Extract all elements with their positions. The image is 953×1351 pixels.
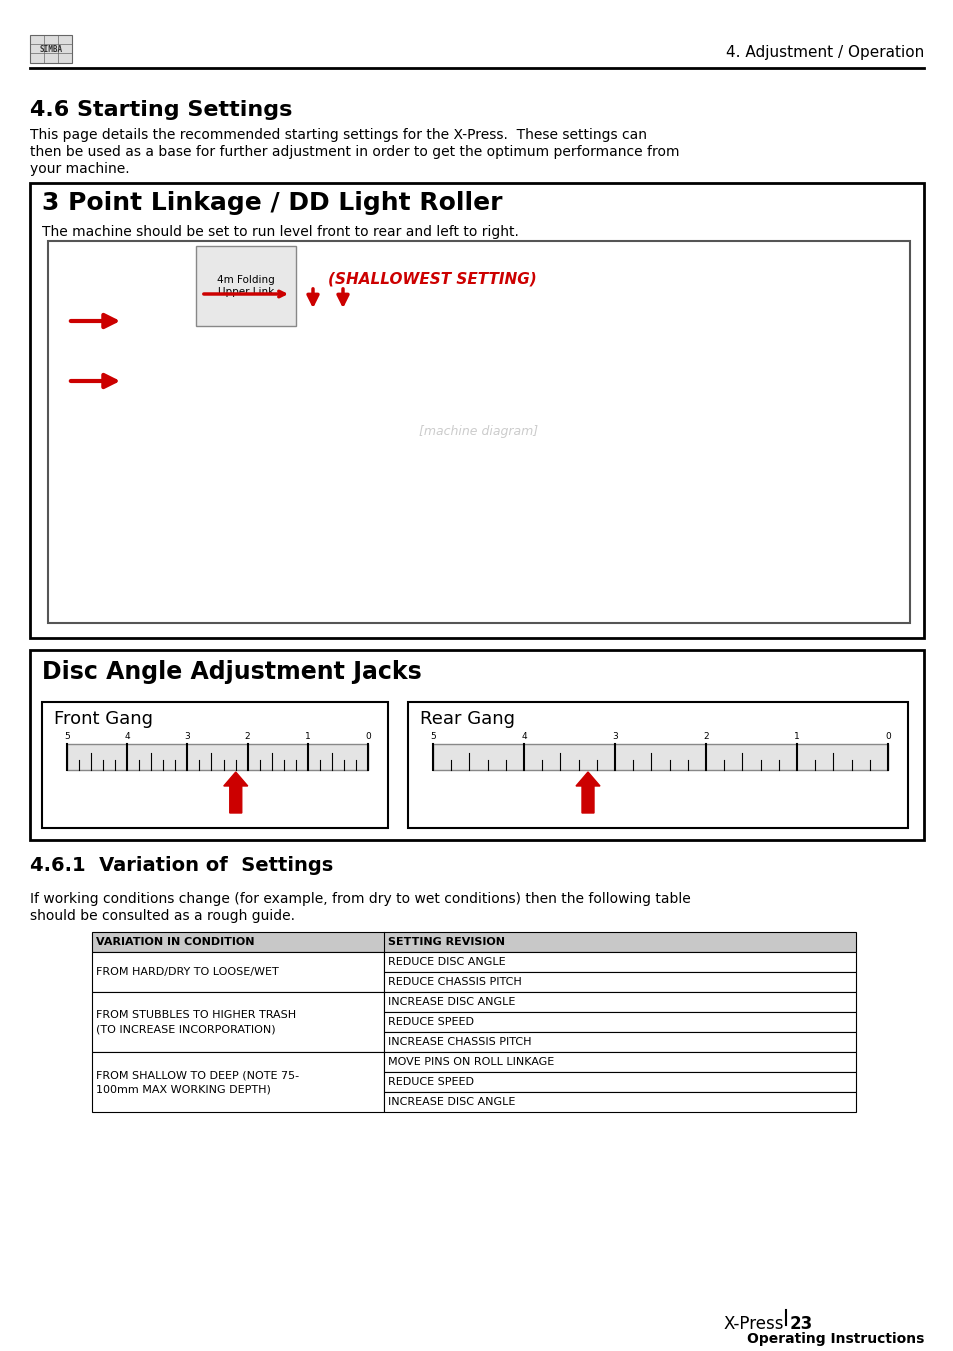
Text: 4: 4 xyxy=(124,732,130,740)
Text: VARIATION IN CONDITION: VARIATION IN CONDITION xyxy=(96,938,254,947)
Text: SETTING REVISION: SETTING REVISION xyxy=(388,938,504,947)
Bar xyxy=(195,246,295,326)
Bar xyxy=(91,992,384,1052)
Text: (SHALLOWEST SETTING): (SHALLOWEST SETTING) xyxy=(328,272,537,286)
Bar xyxy=(384,992,855,1012)
Text: 1: 1 xyxy=(305,732,311,740)
Bar xyxy=(30,182,923,638)
Text: FROM SHALLOW TO DEEP (NOTE 75-: FROM SHALLOW TO DEEP (NOTE 75- xyxy=(96,1070,299,1079)
Bar xyxy=(48,240,909,623)
Text: 4: 4 xyxy=(520,732,526,740)
Text: REDUCE DISC ANGLE: REDUCE DISC ANGLE xyxy=(388,957,505,967)
Text: REDUCE SPEED: REDUCE SPEED xyxy=(388,1077,474,1088)
Text: This page details the recommended starting settings for the X-Press.  These sett: This page details the recommended starti… xyxy=(30,128,646,142)
Text: [machine diagram]: [machine diagram] xyxy=(419,426,538,439)
FancyArrow shape xyxy=(576,771,599,813)
Text: INCREASE DISC ANGLE: INCREASE DISC ANGLE xyxy=(388,997,515,1006)
Bar xyxy=(91,932,855,952)
Text: Front Gang: Front Gang xyxy=(54,711,152,728)
Bar xyxy=(91,952,384,992)
Text: REDUCE SPEED: REDUCE SPEED xyxy=(388,1017,474,1027)
Text: Operating Instructions: Operating Instructions xyxy=(746,1332,923,1346)
Text: 4.6.1  Variation of  Settings: 4.6.1 Variation of Settings xyxy=(30,857,333,875)
Text: REDUCE CHASSIS PITCH: REDUCE CHASSIS PITCH xyxy=(388,977,521,988)
Bar xyxy=(384,1092,855,1112)
Text: your machine.: your machine. xyxy=(30,162,130,176)
Text: should be consulted as a rough guide.: should be consulted as a rough guide. xyxy=(30,909,294,923)
Text: 3 Point Linkage / DD Light Roller: 3 Point Linkage / DD Light Roller xyxy=(42,190,502,215)
Text: 2: 2 xyxy=(702,732,708,740)
FancyArrow shape xyxy=(224,771,248,813)
Bar xyxy=(42,703,388,828)
Text: Rear Gang: Rear Gang xyxy=(419,711,515,728)
Bar xyxy=(408,703,907,828)
Text: 3: 3 xyxy=(184,732,190,740)
Bar xyxy=(433,744,887,770)
Bar xyxy=(384,971,855,992)
Text: 4.6 Starting Settings: 4.6 Starting Settings xyxy=(30,100,292,120)
Bar xyxy=(384,1071,855,1092)
Text: 4m Folding
Upper Link: 4m Folding Upper Link xyxy=(217,276,274,297)
Bar xyxy=(384,1012,855,1032)
Text: 5: 5 xyxy=(430,732,436,740)
Bar xyxy=(67,744,368,770)
Bar xyxy=(30,35,71,63)
Text: INCREASE CHASSIS PITCH: INCREASE CHASSIS PITCH xyxy=(388,1038,531,1047)
Text: 0: 0 xyxy=(365,732,371,740)
Text: X-Press: X-Press xyxy=(722,1315,783,1333)
Text: INCREASE DISC ANGLE: INCREASE DISC ANGLE xyxy=(388,1097,515,1106)
Bar xyxy=(384,1032,855,1052)
Text: 2: 2 xyxy=(245,732,250,740)
Text: 1: 1 xyxy=(793,732,799,740)
Bar xyxy=(384,1052,855,1071)
Text: (TO INCREASE INCORPORATION): (TO INCREASE INCORPORATION) xyxy=(96,1024,275,1034)
Text: 0: 0 xyxy=(884,732,890,740)
Text: FROM STUBBLES TO HIGHER TRASH: FROM STUBBLES TO HIGHER TRASH xyxy=(96,1011,295,1020)
Bar xyxy=(30,650,923,840)
Text: If working conditions change (for example, from dry to wet conditions) then the : If working conditions change (for exampl… xyxy=(30,892,690,907)
Text: 3: 3 xyxy=(612,732,618,740)
Text: 100mm MAX WORKING DEPTH): 100mm MAX WORKING DEPTH) xyxy=(96,1084,271,1094)
Text: FROM HARD/DRY TO LOOSE/WET: FROM HARD/DRY TO LOOSE/WET xyxy=(96,967,278,977)
Text: then be used as a base for further adjustment in order to get the optimum perfor: then be used as a base for further adjus… xyxy=(30,145,679,159)
Text: MOVE PINS ON ROLL LINKAGE: MOVE PINS ON ROLL LINKAGE xyxy=(388,1056,554,1067)
Text: The machine should be set to run level front to rear and left to right.: The machine should be set to run level f… xyxy=(42,226,518,239)
Text: 23: 23 xyxy=(789,1315,812,1333)
Text: SIMBA: SIMBA xyxy=(39,45,63,54)
Bar xyxy=(384,952,855,971)
Text: 4. Adjustment / Operation: 4. Adjustment / Operation xyxy=(725,45,923,59)
Text: 5: 5 xyxy=(64,732,70,740)
Bar xyxy=(91,1052,384,1112)
Text: Disc Angle Adjustment Jacks: Disc Angle Adjustment Jacks xyxy=(42,661,421,684)
